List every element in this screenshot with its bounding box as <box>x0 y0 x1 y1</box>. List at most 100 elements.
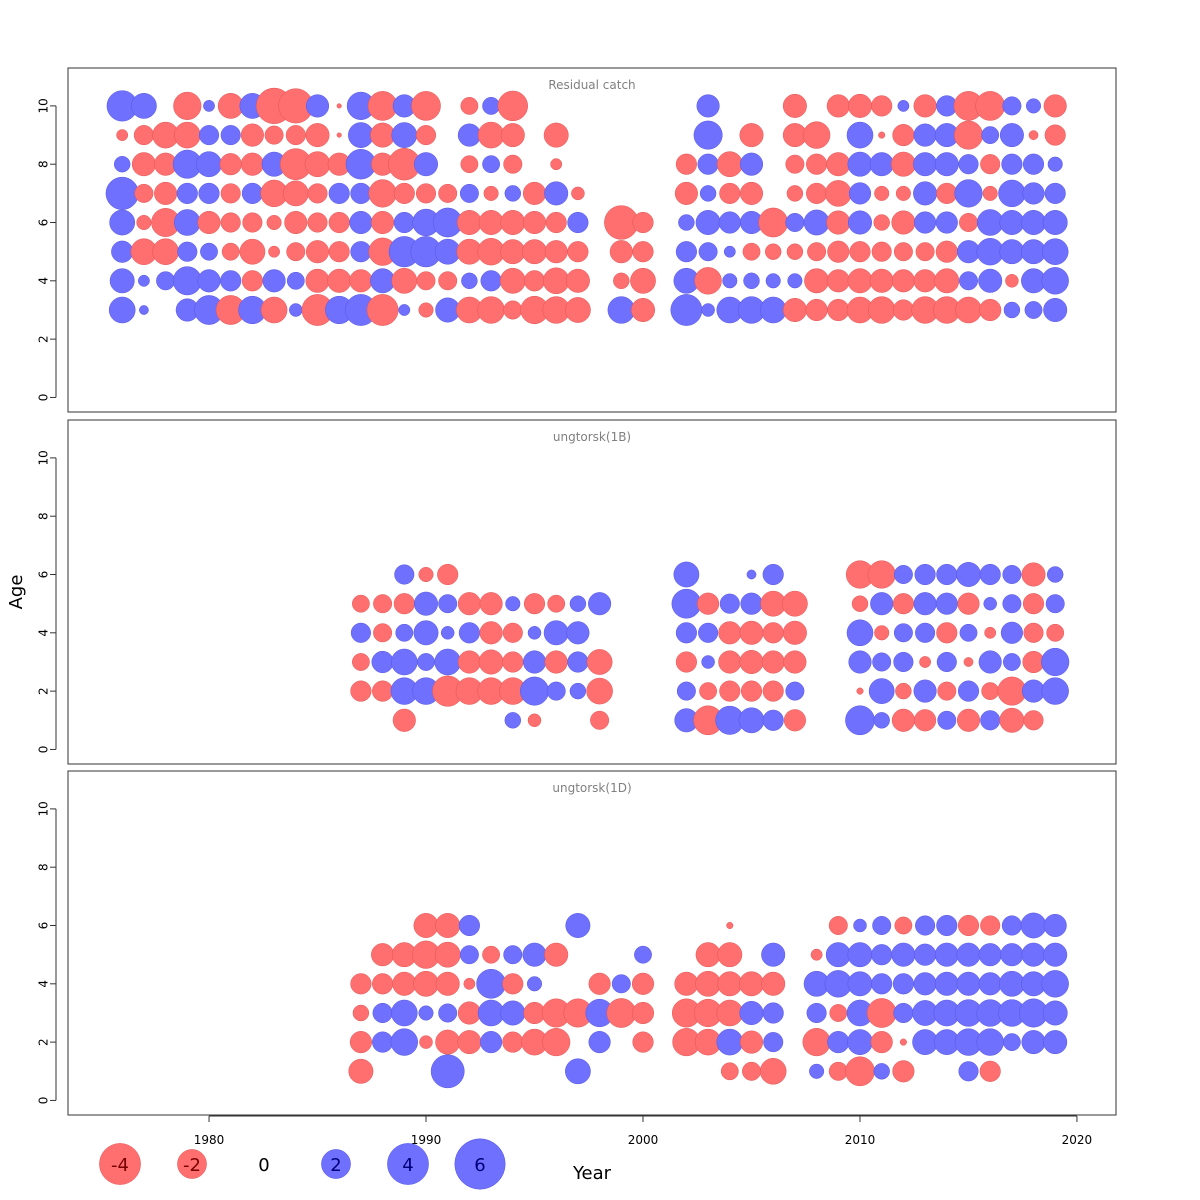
bubble-positive <box>1041 647 1070 677</box>
bubble-negative <box>937 681 957 701</box>
bubble-negative <box>891 708 915 732</box>
bubble-negative <box>435 971 460 996</box>
bubble-positive <box>348 122 374 148</box>
bubble-negative <box>240 152 264 176</box>
panel-title: ungtorsk(1D) <box>552 781 631 795</box>
bubble-negative <box>543 122 569 148</box>
bubble-positive <box>746 569 757 580</box>
bubble-positive <box>738 707 765 734</box>
bubble-positive <box>934 942 959 967</box>
y-axis-title: Age <box>6 575 27 610</box>
bubble-layer <box>105 87 1069 326</box>
bubble-positive <box>676 681 696 701</box>
bubble-positive <box>350 182 372 204</box>
bubble-negative <box>866 998 897 1028</box>
bubble-negative <box>890 151 916 177</box>
bubble-negative <box>804 268 830 294</box>
bubble-negative <box>305 268 330 293</box>
bubble-negative <box>764 243 782 260</box>
bubble-positive <box>869 152 894 177</box>
bubble-negative <box>914 709 937 732</box>
bubble-positive <box>131 93 157 119</box>
legend-label: 0 <box>258 1155 269 1176</box>
bubble-positive <box>956 942 981 967</box>
bubble-negative <box>437 563 459 586</box>
bubble-negative <box>327 268 352 293</box>
bubble-negative <box>438 271 458 291</box>
bubble-positive <box>503 945 523 965</box>
bubble-negative <box>136 214 152 231</box>
y-tick-label: 10 <box>37 450 51 465</box>
bubble-positive <box>675 622 697 644</box>
y-tick-label: 6 <box>37 219 51 227</box>
x-axis-title: Year <box>572 1163 612 1184</box>
bubble-positive <box>440 626 455 640</box>
bubble-positive <box>785 213 805 232</box>
bubble-negative <box>892 593 914 615</box>
panel: ungtorsk(1D) 0 2 4 6 8 10 <box>37 770 1117 1116</box>
bubble-negative <box>915 242 935 262</box>
bubble-negative <box>457 592 481 616</box>
bubble-positive <box>847 151 873 177</box>
bubble-negative <box>849 241 871 263</box>
bubble-positive <box>262 269 286 293</box>
bubble-negative <box>891 269 915 293</box>
bubble-negative <box>544 650 568 674</box>
x-tick-label: 2020 <box>1062 1133 1093 1147</box>
bubble-negative <box>411 91 441 121</box>
y-tick-label: 6 <box>37 922 51 930</box>
bubble-positive <box>220 125 241 146</box>
bubble-negative <box>241 270 263 292</box>
bubble-negative <box>586 649 613 675</box>
legend-label: -2 <box>183 1155 201 1176</box>
bubble-negative <box>936 622 958 644</box>
bubble-negative <box>590 710 610 730</box>
bubble-negative <box>500 123 525 148</box>
bubble-positive <box>522 942 547 967</box>
bubble-positive <box>956 240 981 264</box>
bubble-positive <box>871 944 893 966</box>
bubble-negative <box>613 272 630 290</box>
bubble-positive <box>999 123 1024 148</box>
bubble-negative <box>523 593 546 615</box>
bubble-negative <box>874 625 890 641</box>
bubble-negative <box>371 943 395 967</box>
bubble-negative <box>478 210 504 235</box>
bubble-positive <box>1042 1000 1068 1026</box>
legend-label: 2 <box>330 1155 341 1176</box>
bubble-positive <box>438 1003 458 1023</box>
bubble-negative <box>419 1035 433 1049</box>
bubble-negative <box>286 242 306 262</box>
bubble-positive <box>634 945 652 964</box>
bubble-negative <box>393 593 415 615</box>
bubble-negative <box>438 183 458 203</box>
bubble-negative <box>268 245 280 258</box>
bubble-negative <box>786 243 804 260</box>
bubble-negative <box>586 677 613 705</box>
bubble-positive <box>461 272 478 290</box>
bubble-negative <box>957 592 980 615</box>
bubble-positive <box>1042 210 1068 235</box>
x-tick-label: 1990 <box>411 1133 442 1147</box>
bubble-positive <box>915 915 936 936</box>
bubble-negative <box>899 1038 907 1046</box>
bubble-positive <box>846 619 874 647</box>
bubble-positive <box>1003 653 1021 671</box>
bubble-negative <box>694 267 722 295</box>
bubble-positive <box>891 942 916 967</box>
bubble-positive <box>914 563 936 586</box>
bubble-positive <box>567 211 589 234</box>
bubble-positive <box>500 1000 526 1026</box>
bubble-negative <box>131 152 156 177</box>
bubble-positive <box>957 680 980 702</box>
bubble-positive <box>350 622 371 643</box>
bubble-positive <box>956 971 981 996</box>
bubble-positive <box>198 125 220 146</box>
legend-entry: 6 <box>454 1138 506 1190</box>
bubble-positive <box>827 1031 850 1054</box>
bubble-negative <box>873 214 890 231</box>
bubble-negative <box>870 1031 893 1054</box>
bubble-positive <box>701 655 715 669</box>
bubble-positive <box>434 238 461 265</box>
bubble-negative <box>675 651 697 673</box>
